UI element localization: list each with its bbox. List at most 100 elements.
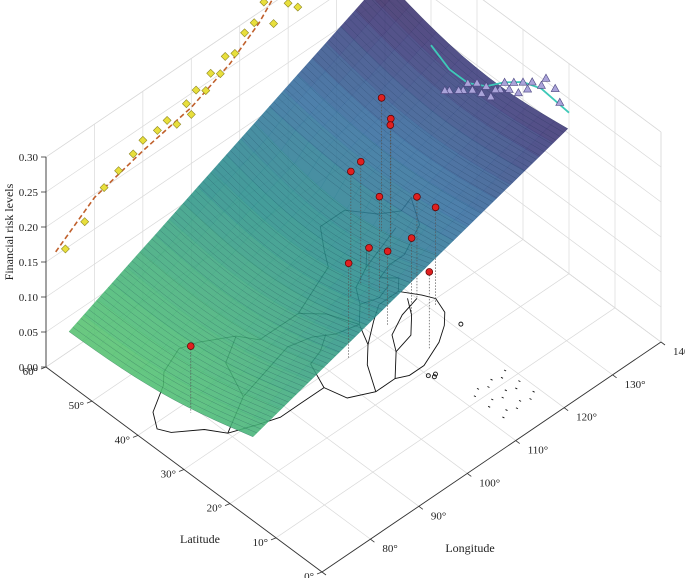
x-tick	[612, 374, 617, 379]
z-axis-label: Financial risk levels	[2, 183, 16, 280]
island-outline	[431, 374, 437, 380]
surface-mesh-line	[88, 309, 273, 418]
island-mark	[515, 387, 518, 390]
surface-mesh-line	[316, 52, 501, 195]
projection-layer	[55, 0, 570, 254]
surface-mesh-line	[123, 269, 309, 383]
surface-mesh-line	[222, 159, 407, 287]
z-tick-label: 0.15	[19, 257, 39, 269]
surface-mesh-line	[167, 220, 352, 341]
surface-mesh-line	[100, 296, 285, 407]
latitude-projection-marker	[477, 88, 487, 97]
province-border	[391, 298, 418, 352]
surface-mesh-line	[352, 13, 537, 160]
longitude-projection-marker	[283, 0, 293, 8]
island-mark	[518, 399, 522, 402]
longitude-projection-marker	[249, 18, 259, 28]
surface-mesh-line	[143, 247, 328, 364]
surface-mesh-line	[179, 207, 364, 330]
y-tick	[316, 571, 323, 575]
z-tick-label: 0.20	[19, 222, 39, 234]
gridline	[435, 0, 662, 168]
longitude-projection-marker	[152, 125, 162, 135]
island-mark	[504, 389, 508, 392]
x-tick-label: 140°	[673, 346, 685, 358]
island-mark	[529, 398, 532, 400]
longitude-projection-marker	[191, 85, 201, 95]
latitude-projection-marker	[541, 73, 551, 82]
y-tick	[270, 537, 277, 541]
risk-point	[347, 167, 355, 176]
latitude-projection-marker	[550, 83, 560, 92]
surface-mesh-line	[131, 260, 317, 376]
island-mark	[502, 416, 505, 419]
surface-mesh-line	[76, 322, 261, 430]
x-axis-line	[321, 341, 662, 573]
surface-mesh-line	[241, 136, 427, 268]
y-tick-label: 10°	[253, 537, 268, 549]
z-tick-label: 0.05	[19, 327, 39, 339]
surface-mesh-line	[182, 203, 368, 326]
z-tick-label: 0.25	[19, 187, 39, 199]
island-mark	[473, 395, 477, 398]
surface-mesh-line	[108, 287, 293, 399]
y-tick-label: 0°	[304, 571, 314, 578]
data-points	[187, 94, 440, 350]
surface-mesh-line	[190, 194, 376, 318]
risk-point	[387, 114, 395, 123]
surface-mesh-line	[92, 304, 277, 414]
x-tick	[321, 571, 327, 576]
y-tick-label: 50°	[69, 400, 84, 412]
island-outline	[425, 373, 431, 379]
surface-mesh-line	[151, 238, 336, 357]
point-stems	[190, 97, 436, 413]
risk-point	[344, 259, 353, 268]
surface-mesh-line	[344, 22, 529, 168]
island-mark	[505, 409, 508, 411]
longitude-projection-marker	[293, 2, 303, 12]
surface-mesh-line	[238, 141, 423, 272]
longitude-projection-marker	[215, 69, 225, 79]
box-edge	[482, 0, 662, 133]
x-tick-label: 90°	[431, 510, 446, 522]
y-tick	[132, 434, 139, 438]
latitude-projection-marker	[454, 85, 464, 94]
longitude-projection-marker	[201, 86, 211, 96]
surface-mesh-line	[80, 318, 265, 426]
island-mark	[515, 407, 519, 410]
x-tick-label: 110°	[528, 445, 549, 457]
island-mark	[500, 376, 504, 379]
longitude-projection-marker	[206, 68, 216, 78]
surface-mesh-line	[396, 0, 564, 133]
surface-mesh-line	[155, 234, 340, 353]
surface-mesh-line	[104, 291, 289, 403]
latitude-projection-marker	[536, 80, 546, 89]
x-axis-label: Longitude	[445, 541, 494, 555]
y-axis-label: Latitude	[180, 532, 220, 546]
surface-patch	[354, 0, 383, 24]
surface-mesh-line	[206, 176, 391, 303]
x-tick	[418, 505, 424, 510]
longitude-projection-marker	[181, 99, 191, 109]
y-tick-label: 60°	[23, 366, 38, 378]
surface-patch	[382, 0, 411, 22]
island-mark	[487, 405, 491, 408]
gridline	[45, 0, 330, 193]
longitude-projection-marker	[99, 183, 109, 193]
latitude-projection-marker	[472, 78, 482, 87]
risk-point	[425, 268, 434, 276]
x-tick	[660, 341, 666, 346]
z-tick-label: 0.00	[19, 362, 39, 374]
island-outline	[433, 371, 438, 377]
surface-mesh-line	[273, 101, 458, 237]
gridline	[229, 273, 570, 504]
surface-mesh-line	[324, 44, 509, 187]
x-tick-label: 70°	[334, 576, 349, 578]
risk-point	[377, 94, 386, 102]
surface-mesh-line	[304, 66, 490, 206]
surface-mesh-line	[127, 265, 313, 380]
latitude-projection-marker	[527, 77, 537, 86]
x-tick	[563, 407, 569, 412]
axes-layer	[40, 156, 666, 576]
surface-mesh-line	[198, 185, 383, 310]
